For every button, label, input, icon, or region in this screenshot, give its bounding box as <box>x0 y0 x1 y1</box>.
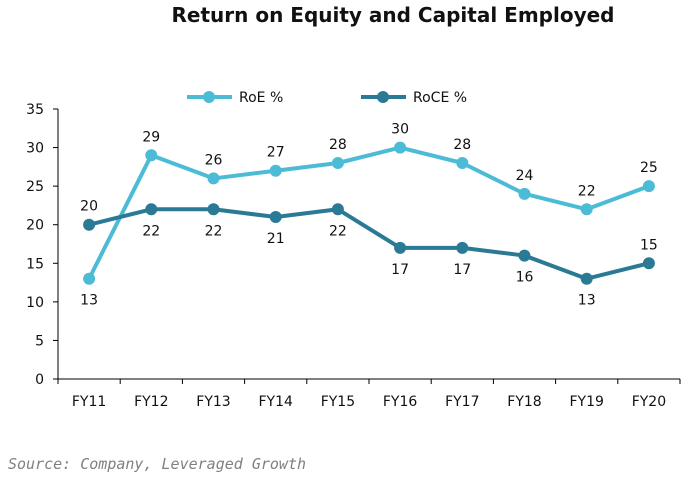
y-tick-label: 35 <box>26 102 44 118</box>
data-label: 20 <box>80 199 98 215</box>
data-point <box>642 180 655 193</box>
series-roce: 20 22 22 21 22 17 17 16 13 15 <box>80 199 658 309</box>
source-note: Source: Company, Leveraged Growth <box>8 455 307 473</box>
series-line <box>87 145 650 280</box>
series-roe: 13 29 26 27 28 30 28 24 22 25 <box>80 122 658 309</box>
data-label: 21 <box>267 231 285 247</box>
data-label: 17 <box>391 262 409 278</box>
legend-label: RoE % <box>239 90 283 106</box>
x-tick-label: FY12 <box>134 394 168 410</box>
data-label: 24 <box>516 168 534 184</box>
data-point <box>642 257 655 270</box>
data-point <box>145 203 158 216</box>
series-layer: 13 29 26 27 28 30 28 24 22 25 20 22 22 21 22 17 17 16 13 15 <box>80 122 658 309</box>
data-point <box>518 187 531 200</box>
data-label: 27 <box>267 145 285 161</box>
y-tick-label: 25 <box>26 179 44 195</box>
data-label: 13 <box>578 293 596 309</box>
data-point <box>394 141 407 154</box>
data-label: 25 <box>640 160 658 176</box>
legend-label: RoCE % <box>413 90 467 106</box>
data-label: 22 <box>578 183 596 199</box>
y-tick-label: 5 <box>35 333 44 349</box>
data-point <box>145 149 158 162</box>
legend: RoE % RoCE % <box>187 90 467 106</box>
data-point <box>580 272 593 285</box>
data-label: 22 <box>205 223 223 239</box>
data-label: 30 <box>391 122 409 138</box>
data-point <box>331 157 344 169</box>
data-point <box>456 157 469 169</box>
x-tick-label: FY11 <box>72 394 106 410</box>
legend-marker <box>203 91 215 103</box>
x-tick-label: FY13 <box>196 394 230 410</box>
data-label: 13 <box>80 293 98 309</box>
data-point <box>331 203 344 216</box>
x-tick-label: FY17 <box>445 394 479 410</box>
chart-title: Return on Equity and Capital Employed <box>172 3 615 27</box>
y-tick-label: 15 <box>26 256 44 272</box>
data-point <box>83 272 96 285</box>
data-label: 17 <box>453 262 471 278</box>
data-point <box>83 218 96 231</box>
x-tick-label: FY15 <box>321 394 355 410</box>
axes: 0 5 10 15 20 25 30 35 FY11 FY12 FY13 FY14 FY15 FY16 FY… <box>26 102 681 410</box>
y-tick-label: 30 <box>26 141 44 157</box>
data-label: 22 <box>142 223 160 239</box>
data-point <box>269 211 282 223</box>
data-point <box>207 203 220 216</box>
data-point <box>394 241 407 254</box>
x-tick-label: FY20 <box>632 394 666 410</box>
data-label: 22 <box>329 223 347 239</box>
data-point <box>518 249 531 262</box>
series-line <box>88 207 650 281</box>
x-tick-label: FY19 <box>569 394 603 410</box>
y-tick-label: 20 <box>26 218 44 234</box>
data-label: 16 <box>516 270 534 286</box>
y-tick-label: 10 <box>26 295 44 311</box>
legend-marker <box>377 91 389 103</box>
data-point <box>269 164 282 177</box>
data-point <box>580 203 593 216</box>
data-point <box>207 172 220 185</box>
y-tick-label: 0 <box>35 372 44 388</box>
data-label: 15 <box>640 237 658 253</box>
x-tick-label: FY16 <box>383 394 418 410</box>
x-tick-label: FY18 <box>507 394 541 410</box>
data-label: 26 <box>205 152 223 168</box>
x-tick-label: FY14 <box>258 394 293 410</box>
data-label: 28 <box>453 137 471 153</box>
data-point <box>456 241 469 254</box>
data-label: 28 <box>329 137 347 153</box>
data-label: 29 <box>142 129 160 145</box>
